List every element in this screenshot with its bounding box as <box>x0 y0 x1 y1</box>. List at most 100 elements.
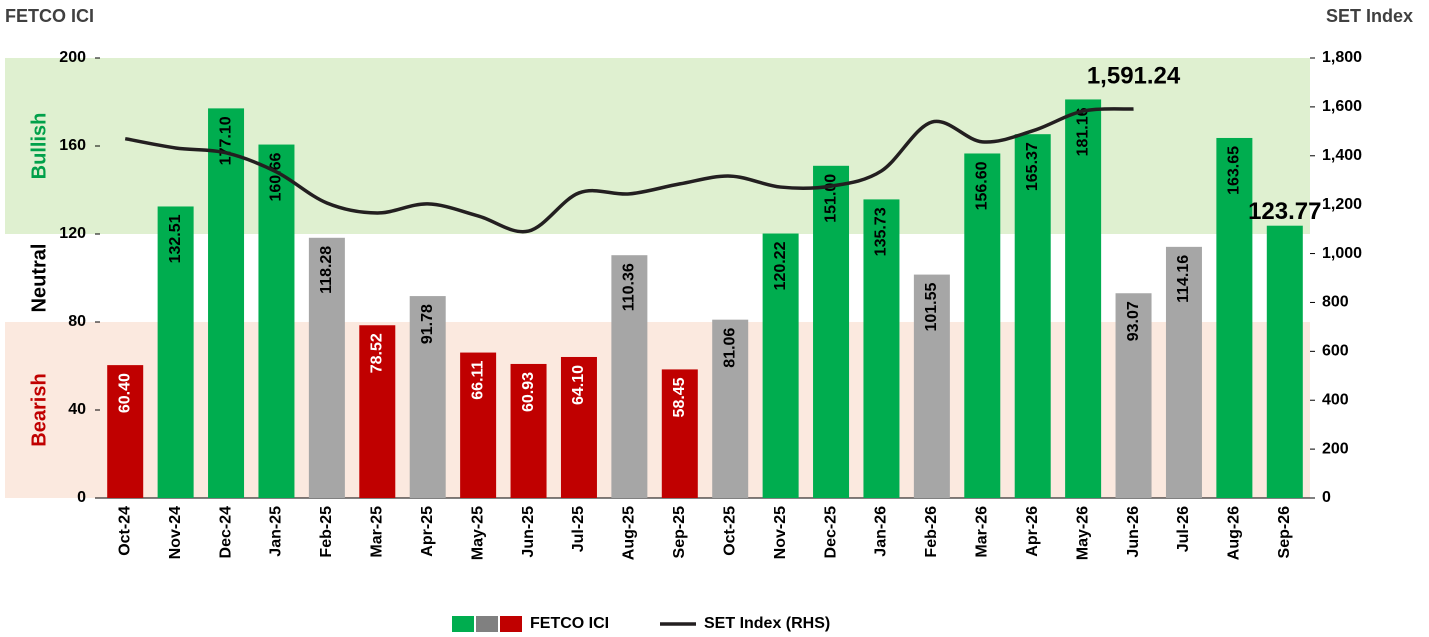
y2-axis-title: SET Index <box>1326 6 1413 26</box>
bar-value-label: 135.73 <box>873 207 890 256</box>
bar <box>1216 137 1253 498</box>
y-axis-title: FETCO ICI <box>5 6 94 26</box>
line <box>124 107 1134 234</box>
bar <box>863 199 900 499</box>
bar <box>913 274 950 498</box>
y2-tick-label: 600 <box>1322 343 1349 360</box>
x-tick-label: Jan-26 <box>873 506 890 557</box>
x-tick-label: Nov-25 <box>772 506 789 559</box>
bar <box>258 144 295 498</box>
x-tick-label: Aug-26 <box>1226 506 1243 560</box>
x-tick-label: Nov-24 <box>167 506 184 559</box>
bar-value-label: 60.40 <box>116 373 133 413</box>
bar <box>359 325 396 498</box>
bar-value-label: 118.28 <box>318 246 335 294</box>
bar-value-label: 101.55 <box>923 282 940 331</box>
bar-value-label: 151.00 <box>822 174 839 223</box>
bar-value-label: 91.78 <box>419 304 436 344</box>
bar <box>1014 134 1051 498</box>
x-tick-label: Mar-26 <box>974 506 991 558</box>
bar-value-label: 78.52 <box>369 333 386 373</box>
x-tick-label: Feb-26 <box>923 506 940 558</box>
y2-tick-label: 800 <box>1322 294 1349 311</box>
legend-swatch <box>452 616 474 632</box>
x-tick-label: Oct-24 <box>116 506 133 556</box>
bar <box>460 352 497 498</box>
bar-value-label: 58.45 <box>671 377 688 417</box>
y2-tick-label: 400 <box>1322 391 1349 408</box>
legend-label: FETCO ICI <box>530 615 609 632</box>
x-tick-label: Jun-26 <box>1125 506 1142 558</box>
x-tick-label: Aug-25 <box>621 506 638 560</box>
bar-value-label: 163.65 <box>1226 146 1243 195</box>
bar-value-label: 181.16 <box>1074 107 1091 156</box>
bar <box>712 319 749 498</box>
bar <box>1115 293 1152 498</box>
bar-value-label: 81.06 <box>721 328 738 368</box>
y2-tick-label: 200 <box>1322 440 1349 457</box>
x-tick-label: May-25 <box>469 506 486 560</box>
y2-tick-label: 1,800 <box>1322 49 1362 66</box>
bar <box>762 233 799 499</box>
y-tick-label: 0 <box>77 489 86 506</box>
band <box>5 322 1310 498</box>
bar <box>1165 246 1202 498</box>
x-tick-label: Sep-25 <box>671 506 688 559</box>
x-tick-label: Sep-26 <box>1276 506 1293 559</box>
bar-value-label: 177.10 <box>217 116 234 165</box>
band-label: Bullish <box>28 113 50 180</box>
x-tick-label: Jul-26 <box>1175 506 1192 552</box>
y2-tick-label: 1,000 <box>1322 245 1362 262</box>
bar <box>1065 99 1102 498</box>
bar <box>157 206 194 498</box>
bar <box>813 165 850 499</box>
legend-label: SET Index (RHS) <box>704 615 830 632</box>
y-tick-label: 40 <box>68 401 86 418</box>
y-tick-label: 200 <box>59 49 86 66</box>
x-tick-label: Apr-25 <box>419 506 436 557</box>
bar-value-label: 60.93 <box>520 372 537 412</box>
bar-value-label: 120.22 <box>772 241 789 290</box>
bar <box>560 356 597 498</box>
x-tick-label: Dec-25 <box>822 506 839 559</box>
y2-tick-label: 1,200 <box>1322 196 1362 213</box>
bar <box>611 255 648 498</box>
x-tick-label: Jan-25 <box>268 506 285 557</box>
legend-swatch <box>500 616 522 632</box>
bar-value-label: 66.11 <box>469 360 486 399</box>
y2-tick-label: 0 <box>1322 489 1331 506</box>
y2-tick-label: 1,400 <box>1322 147 1362 164</box>
x-tick-label: Jul-25 <box>570 506 587 552</box>
bar-value-label: 93.07 <box>1125 301 1142 341</box>
band-label: Neutral <box>28 244 50 313</box>
bar <box>409 296 446 498</box>
bar-value-label: 110.36 <box>621 263 638 311</box>
bar <box>107 365 144 498</box>
bar <box>208 108 245 498</box>
legend-swatch <box>476 616 498 632</box>
x-tick-label: Oct-25 <box>721 506 738 556</box>
x-tick-label: Apr-26 <box>1024 506 1041 557</box>
band <box>5 234 1310 322</box>
bar-value-label: 165.37 <box>1024 142 1041 191</box>
bar <box>1266 225 1303 498</box>
x-tick-label: Mar-25 <box>369 506 386 558</box>
y-tick-label: 120 <box>59 225 86 242</box>
x-tick-label: Dec-24 <box>217 506 234 559</box>
x-tick-label: May-26 <box>1074 506 1091 560</box>
bar-value-label: 160.66 <box>268 152 285 201</box>
y-tick-label: 80 <box>68 313 86 330</box>
bar <box>510 363 547 498</box>
bar-value-label: 64.10 <box>570 365 587 405</box>
x-tick-label: Feb-25 <box>318 506 335 558</box>
bar-value-label: 114.16 <box>1175 255 1192 303</box>
bar-value-label: 132.51 <box>167 214 184 263</box>
bar <box>964 153 1001 499</box>
bar <box>661 369 698 498</box>
line-value-label: 1,591.24 <box>1087 62 1181 89</box>
band-label: Bearish <box>28 373 50 446</box>
x-tick-label: Jun-25 <box>520 506 537 558</box>
bar <box>308 237 345 498</box>
bar-value-label: 123.77 <box>1248 198 1321 225</box>
